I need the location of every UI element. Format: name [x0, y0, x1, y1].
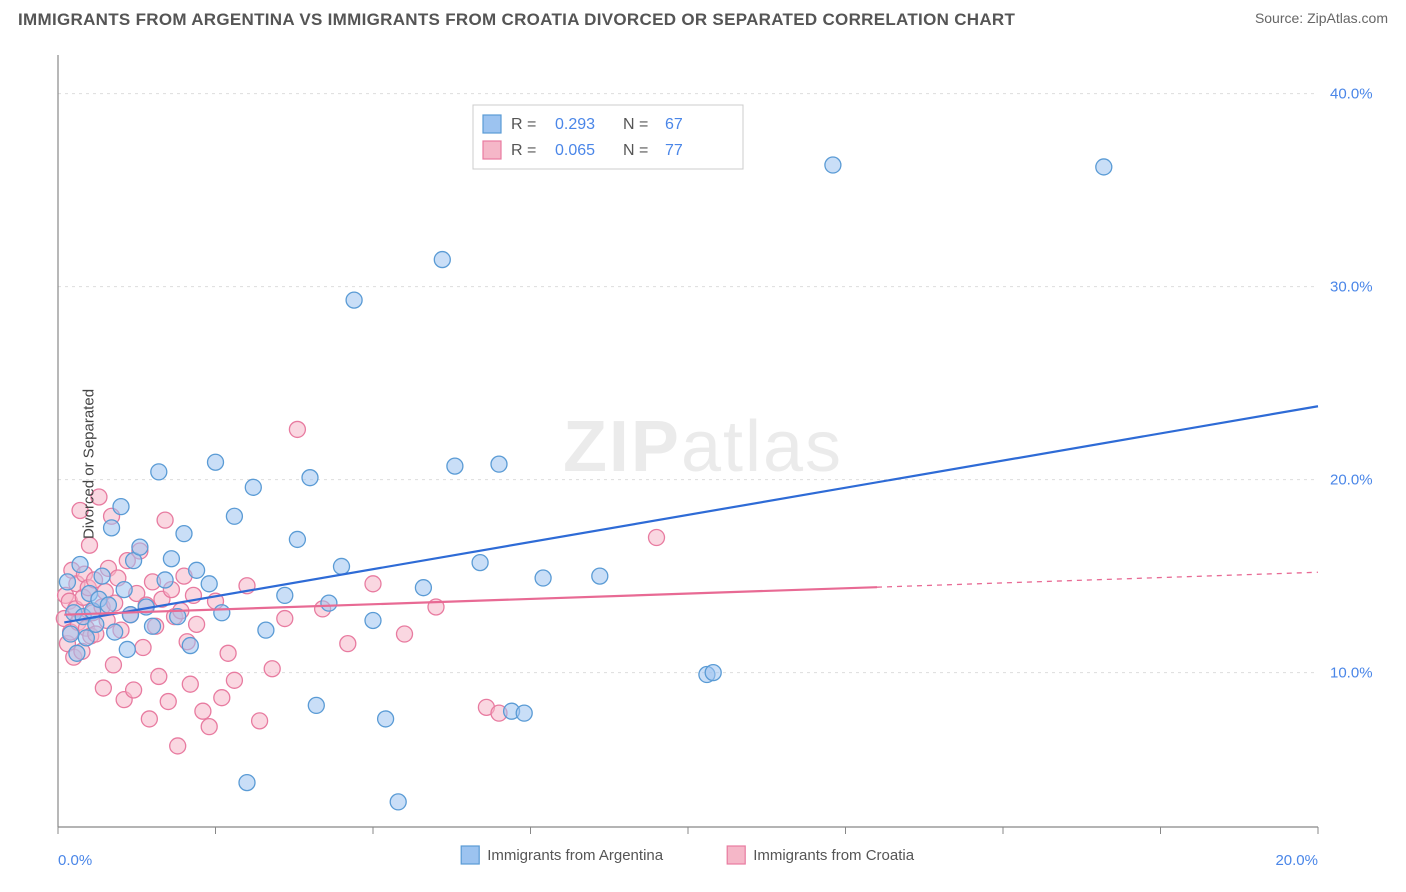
- legend-swatch: [727, 846, 745, 864]
- data-point: [105, 657, 121, 673]
- scatter-chart: 10.0% 20.0% 30.0% 40.0% 0.0% 20.0% R = 0.293 N =…: [18, 45, 1388, 882]
- data-point: [535, 570, 551, 586]
- trend-line-extrapolated: [877, 572, 1318, 587]
- data-point: [321, 595, 337, 611]
- y-tick-label: 10.0%: [1330, 665, 1373, 682]
- data-point: [289, 531, 305, 547]
- data-point: [176, 526, 192, 542]
- x-tick-label: 0.0%: [58, 852, 92, 869]
- data-point: [258, 622, 274, 638]
- source-attribution: Source: ZipAtlas.com: [1255, 10, 1388, 26]
- data-point: [63, 626, 79, 642]
- data-point: [163, 551, 179, 567]
- data-point: [434, 252, 450, 268]
- data-point: [277, 587, 293, 603]
- legend-label: Immigrants from Croatia: [753, 847, 915, 864]
- data-point: [82, 537, 98, 553]
- svg-text:R =: R =: [511, 142, 536, 159]
- data-point: [59, 574, 75, 590]
- data-point: [340, 636, 356, 652]
- data-point: [390, 794, 406, 810]
- legend-swatch: [461, 846, 479, 864]
- legend-label: Immigrants from Argentina: [487, 847, 664, 864]
- data-point: [95, 680, 111, 696]
- data-point: [397, 626, 413, 642]
- data-point: [239, 775, 255, 791]
- data-point: [365, 576, 381, 592]
- data-point: [116, 582, 132, 598]
- data-point: [472, 555, 488, 571]
- data-point: [157, 512, 173, 528]
- data-point: [289, 421, 305, 437]
- data-point: [226, 508, 242, 524]
- svg-text:N =: N =: [623, 142, 648, 159]
- data-point: [170, 738, 186, 754]
- data-point: [201, 719, 217, 735]
- svg-text:0.065: 0.065: [555, 142, 595, 159]
- data-point: [208, 454, 224, 470]
- data-point: [415, 580, 431, 596]
- data-point: [447, 458, 463, 474]
- y-tick-label: 20.0%: [1330, 472, 1373, 489]
- data-point: [189, 562, 205, 578]
- data-point: [491, 456, 507, 472]
- data-point: [214, 605, 230, 621]
- data-point: [160, 694, 176, 710]
- chart-container: Divorced or Separated ZIPatlas 10.0%20.0…: [18, 45, 1388, 882]
- svg-text:N =: N =: [623, 116, 648, 133]
- svg-text:67: 67: [665, 116, 683, 133]
- page-title: IMMIGRANTS FROM ARGENTINA VS IMMIGRANTS …: [18, 10, 1015, 30]
- legend-stats: R = 0.293 N = 67 R = 0.065 N = 77: [473, 105, 743, 169]
- svg-text:77: 77: [665, 142, 683, 159]
- data-point: [252, 713, 268, 729]
- data-point: [226, 672, 242, 688]
- data-point: [135, 640, 151, 656]
- data-point: [94, 568, 110, 584]
- data-point: [189, 616, 205, 632]
- data-point: [825, 157, 841, 173]
- data-point: [201, 576, 217, 592]
- y-tick-label: 40.0%: [1330, 86, 1373, 103]
- data-point: [516, 705, 532, 721]
- data-point: [277, 611, 293, 627]
- data-point: [182, 676, 198, 692]
- data-point: [705, 665, 721, 681]
- data-point: [104, 520, 120, 536]
- svg-text:0.293: 0.293: [555, 116, 595, 133]
- data-point: [264, 661, 280, 677]
- data-point: [245, 479, 261, 495]
- data-point: [592, 568, 608, 584]
- trend-line: [64, 406, 1318, 622]
- data-point: [69, 645, 85, 661]
- data-point: [119, 641, 135, 657]
- data-point: [151, 464, 167, 480]
- data-point: [302, 470, 318, 486]
- data-point: [113, 499, 129, 515]
- data-point: [78, 630, 94, 646]
- data-point: [195, 703, 211, 719]
- svg-text:R =: R =: [511, 116, 536, 133]
- data-point: [220, 645, 236, 661]
- data-point: [100, 597, 116, 613]
- data-point: [308, 697, 324, 713]
- x-tick-label: 20.0%: [1275, 852, 1318, 869]
- data-point: [334, 558, 350, 574]
- data-point: [145, 618, 161, 634]
- data-point: [378, 711, 394, 727]
- data-point: [1096, 159, 1112, 175]
- y-axis-label: Divorced or Separated: [81, 388, 98, 538]
- data-point: [214, 690, 230, 706]
- data-point: [126, 682, 142, 698]
- data-point: [132, 539, 148, 555]
- y-tick-label: 30.0%: [1330, 279, 1373, 296]
- data-point: [107, 624, 123, 640]
- data-point: [141, 711, 157, 727]
- data-point: [346, 292, 362, 308]
- data-point: [649, 530, 665, 546]
- data-point: [151, 668, 167, 684]
- data-point: [72, 557, 88, 573]
- data-point: [182, 638, 198, 654]
- data-point: [157, 572, 173, 588]
- data-point: [365, 612, 381, 628]
